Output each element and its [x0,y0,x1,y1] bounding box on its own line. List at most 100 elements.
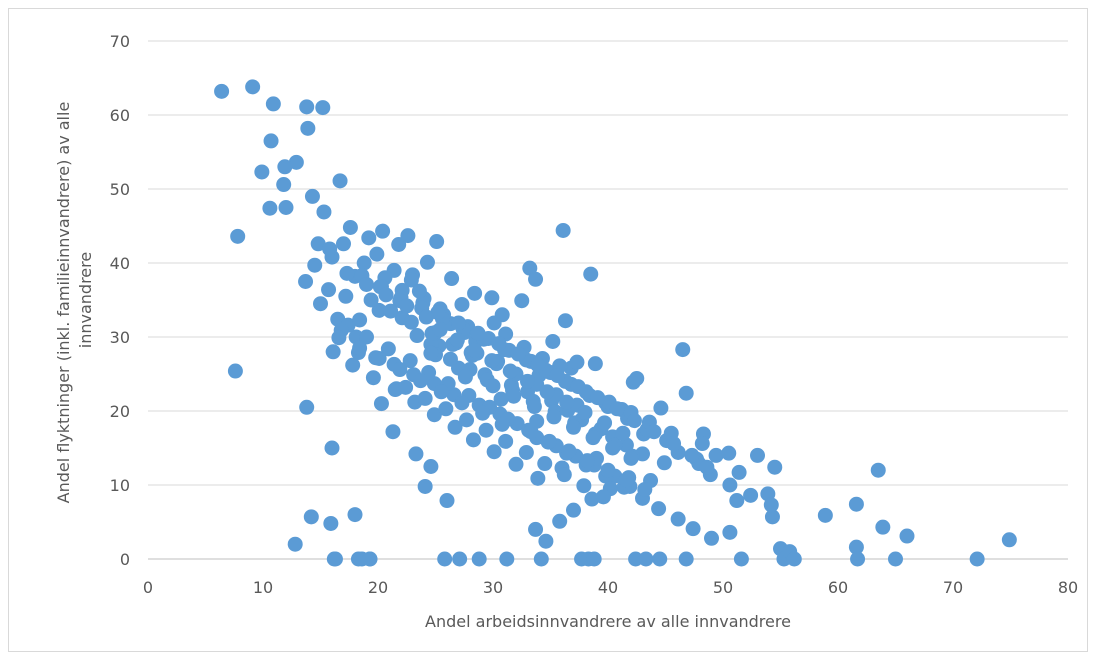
x-tick-label: 0 [143,578,153,597]
data-point [848,496,864,512]
data-point [336,236,351,252]
data-point [498,433,514,449]
data-point [577,404,593,420]
data-point [402,353,418,369]
data-point [300,120,316,136]
data-point [537,456,553,472]
data-point [265,96,281,112]
data-point [327,551,343,567]
data-point [467,285,483,301]
data-point [539,384,555,400]
data-point [520,373,535,389]
x-axis-tick-labels: 0 10 20 30 40 50 60 70 80 [143,578,1078,597]
data-point [417,390,433,406]
data-point [392,362,408,378]
data-point [323,515,339,531]
data-point [324,440,340,456]
data-point [729,493,745,509]
data-point [371,302,387,318]
data-point [623,450,639,466]
data-point [499,551,515,567]
data-point [615,425,631,441]
y-tick-label: 0 [120,550,130,569]
data-point [484,353,500,369]
data-point [899,528,915,544]
data-point [417,478,433,494]
data-point [303,509,319,525]
data-point [678,551,694,567]
data-point [369,246,385,262]
scatter-chart: 0 10 20 30 40 50 60 70 0 10 20 30 40 50 60 70 80 Andel … [54,32,1078,631]
data-point [579,453,595,469]
data-point [457,369,473,385]
data-point [452,551,468,567]
data-point [485,378,501,394]
data-point [413,373,429,389]
data-point [352,340,368,356]
data-point [545,333,561,349]
data-point [675,342,691,358]
data-point [566,419,581,435]
data-point [694,436,710,452]
data-point [423,459,439,474]
data-point [400,228,416,244]
data-point [605,440,621,456]
y-tick-label: 10 [110,476,130,495]
data-point [848,539,864,555]
data-point [494,416,510,432]
data-point [411,283,427,299]
x-tick-label: 10 [253,578,273,597]
data-points [214,79,1017,567]
y-axis-title-line-2: innvandrere [76,252,95,348]
data-point [399,298,415,314]
data-point [288,154,304,170]
data-point [731,464,747,480]
data-point [433,384,449,400]
data-point [684,447,700,463]
data-point [556,467,572,483]
data-point [484,290,500,306]
data-point [670,511,686,527]
data-point [597,415,613,431]
data-point [350,551,366,567]
data-point [371,350,387,366]
data-point [638,551,654,567]
data-point [304,188,320,204]
data-point [561,443,577,459]
data-point [576,478,592,494]
data-point [299,399,315,415]
data-point [529,413,545,429]
x-tick-label: 60 [828,578,848,597]
data-point [342,219,358,235]
data-point [549,367,565,383]
data-point [338,288,354,304]
data-point [356,255,372,271]
y-axis-title: Andel flyktninger (inkl. familieinnvandr… [54,97,95,504]
data-point [339,265,355,281]
data-point [653,400,669,416]
data-point [888,551,903,567]
data-point [628,551,644,567]
x-tick-label: 20 [368,578,388,597]
y-axis-tick-labels: 0 10 20 30 40 50 60 70 [110,32,130,569]
data-point [559,394,575,410]
data-point [447,419,463,435]
x-tick-label: 70 [943,578,963,597]
data-point [678,385,694,401]
data-point [263,133,279,149]
data-point [585,430,601,446]
x-tick-label: 40 [598,578,618,597]
data-point [467,342,483,358]
data-point [276,177,292,193]
data-point [486,444,502,460]
data-point [1001,532,1017,548]
data-point [708,447,724,463]
data-point [403,314,419,330]
data-point [552,513,568,529]
data-point [626,413,642,429]
data-point [362,551,378,567]
data-point [541,433,557,449]
data-point [439,493,455,509]
y-axis-title-line-1: Andel flyktninger (inkl. familieinnvandr… [54,102,73,504]
data-point [419,254,435,270]
